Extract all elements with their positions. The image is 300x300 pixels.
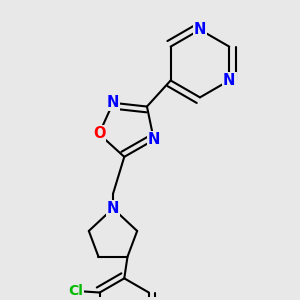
- Text: N: N: [107, 95, 119, 110]
- Text: N: N: [148, 132, 160, 147]
- Text: N: N: [223, 73, 236, 88]
- Text: O: O: [93, 126, 105, 141]
- Text: Cl: Cl: [68, 284, 83, 298]
- Text: N: N: [194, 22, 206, 37]
- Text: N: N: [107, 201, 119, 216]
